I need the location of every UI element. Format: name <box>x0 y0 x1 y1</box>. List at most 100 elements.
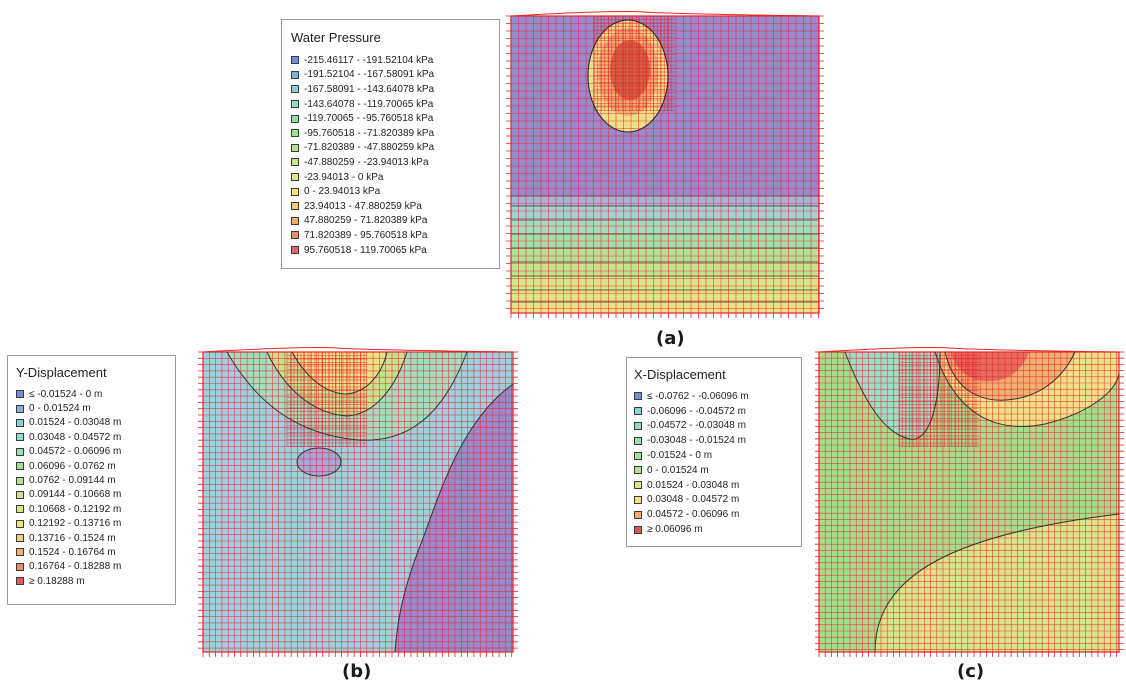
legend-item: -47.880259 - -23.94013 kPa <box>291 155 434 170</box>
legend-item: ≤ -0.0762 - -0.06096 m <box>634 389 749 404</box>
legend-label: 0.01524 - 0.03048 m <box>647 479 740 491</box>
legend-label: -71.820389 - -47.880259 kPa <box>304 142 435 154</box>
legend-item: 0.16764 - 0.18288 m <box>16 560 121 574</box>
legend-swatch <box>16 490 24 499</box>
legend-label: 0.06096 - 0.0762 m <box>29 460 116 472</box>
ground-surface <box>202 347 514 353</box>
contour-line <box>587 19 669 133</box>
refined-mesh <box>593 15 675 111</box>
legend-label: 95.760518 - 119.70065 kPa <box>304 244 427 256</box>
legend-item: 0.01524 - 0.03048 m <box>16 416 121 430</box>
displacement-zone <box>875 514 1119 652</box>
legend-item: -23.94013 - 0 kPa <box>291 170 434 185</box>
legend-label: 0.13716 - 0.1524 m <box>29 532 116 544</box>
legend-title: Water Pressure <box>291 30 381 45</box>
legend-swatch <box>291 100 299 109</box>
legend-label: 23.94013 - 47.880259 kPa <box>304 200 422 212</box>
legend-label: 0.0762 - 0.09144 m <box>29 475 116 487</box>
legend-label: 0.12192 - 0.13716 m <box>29 518 122 530</box>
contour-line <box>874 513 1120 653</box>
legend-label: 0.09144 - 0.10668 m <box>29 489 122 501</box>
legend-title: X-Displacement <box>634 367 726 382</box>
legend-label: -191.52104 - -167.58091 kPa <box>304 69 435 81</box>
legend-items: -215.46117 - -191.52104 kPa -191.52104 - … <box>291 53 434 257</box>
legend-swatch <box>16 447 24 456</box>
contour-line <box>844 351 941 440</box>
legend-label: 0 - 23.94013 kPa <box>304 186 381 198</box>
legend-swatch <box>634 525 642 534</box>
y-displacement-plot <box>198 347 518 657</box>
legend-item: 0.0762 - 0.09144 m <box>16 473 121 487</box>
legend-item: -0.03048 - -0.01524 m <box>634 433 749 448</box>
legend-item: ≥ 0.18288 m <box>16 574 121 588</box>
contour-line <box>296 447 342 477</box>
legend-item: -0.01524 - 0 m <box>634 448 749 463</box>
legend-label: -119.70065 - -95.760518 kPa <box>304 113 434 125</box>
boundary-ticks <box>506 15 824 318</box>
legend-item: -167.58091 - -143.64078 kPa <box>291 82 434 97</box>
legend-item: 0.03048 - 0.04572 m <box>634 493 749 508</box>
legend-label: 0.03048 - 0.04572 m <box>647 494 740 506</box>
legend-swatch <box>634 451 642 460</box>
legend-swatch <box>291 173 299 182</box>
legend-swatch <box>16 505 24 514</box>
legend-item: 95.760518 - 119.70065 kPa <box>291 243 434 258</box>
boundary-ticks <box>815 351 1124 657</box>
ground-surface <box>818 347 1120 353</box>
displacement-zone <box>950 352 1029 382</box>
legend-label: 0.04572 - 0.06096 m <box>29 446 122 458</box>
legend-swatch <box>16 476 24 485</box>
legend-label: 71.820389 - 95.760518 kPa <box>304 229 428 241</box>
legend-swatch <box>291 216 299 225</box>
contour-line <box>944 351 1076 401</box>
legend-item: 0.10668 - 0.12192 m <box>16 502 121 516</box>
legend-swatch <box>291 187 299 196</box>
legend-label: -0.03048 - -0.01524 m <box>647 435 746 447</box>
legend-swatch <box>16 418 24 427</box>
legend-label: 0.04572 - 0.06096 m <box>647 509 740 521</box>
legend-item: -0.04572 - -0.03048 m <box>634 419 749 434</box>
legend-swatch <box>634 436 642 445</box>
pressure-bulb-core <box>610 40 650 100</box>
legend-item: -95.760518 - -71.820389 kPa <box>291 126 434 141</box>
legend-item: 0.03048 - 0.04572 m <box>16 430 121 444</box>
plot-boundary <box>202 351 514 653</box>
pressure-band <box>511 302 819 313</box>
legend-item: -215.46117 - -191.52104 kPa <box>291 53 434 68</box>
legend-swatch <box>16 562 24 571</box>
legend-swatch <box>291 202 299 211</box>
legend-item: 0.09144 - 0.10668 m <box>16 488 121 502</box>
legend-swatch <box>16 462 24 471</box>
legend-swatch <box>16 577 24 586</box>
legend-label: -23.94013 - 0 kPa <box>304 171 384 183</box>
legend-swatch <box>291 246 299 255</box>
legend-label: -0.06096 - -0.04572 m <box>647 405 746 417</box>
legend-swatch <box>291 114 299 123</box>
legend-label: -95.760518 - -71.820389 kPa <box>304 127 435 139</box>
legend-label: -143.64078 - -119.70065 kPa <box>304 98 434 110</box>
legend-item: -143.64078 - -119.70065 kPa <box>291 97 434 112</box>
legend-swatch <box>634 407 642 416</box>
contour-line <box>291 351 388 395</box>
ground-surface <box>510 11 820 17</box>
legend-item: 23.94013 - 47.880259 kPa <box>291 199 434 214</box>
legend-swatch <box>16 404 24 413</box>
legend-swatch <box>16 390 24 399</box>
legend-item: 71.820389 - 95.760518 kPa <box>291 228 434 243</box>
legend-swatch <box>634 495 642 504</box>
legend-item: 0 - 0.01524 m <box>16 401 121 415</box>
plot-boundary <box>818 351 1120 653</box>
legend-swatch <box>634 481 642 490</box>
legend-label: ≥ 0.18288 m <box>29 575 85 587</box>
legend-item: -71.820389 - -47.880259 kPa <box>291 141 434 156</box>
legend-swatch <box>634 421 642 430</box>
legend-item: 0.01524 - 0.03048 m <box>634 478 749 493</box>
legend-label: 0.01524 - 0.03048 m <box>29 417 122 429</box>
legend-item: 0.12192 - 0.13716 m <box>16 517 121 531</box>
legend-swatch <box>634 510 642 519</box>
legend-label: -0.01524 - 0 m <box>647 450 713 462</box>
contour-line <box>934 351 1120 427</box>
legend-item: 47.880259 - 71.820389 kPa <box>291 214 434 229</box>
legend-label: ≥ 0.06096 m <box>647 524 703 536</box>
contour-line <box>394 383 514 653</box>
